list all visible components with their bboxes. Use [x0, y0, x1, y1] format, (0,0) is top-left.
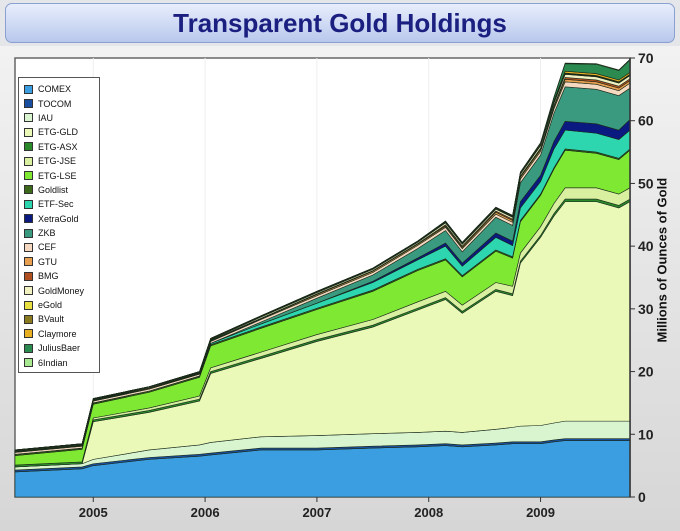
legend-swatch	[24, 84, 33, 94]
legend-item: 6Indian	[19, 355, 99, 369]
legend-swatch	[24, 113, 33, 123]
legend-item: COMEX	[19, 82, 99, 96]
legend-label: BMG	[38, 271, 59, 282]
x-tick-label: 2008	[414, 505, 443, 520]
x-tick-label: 2009	[526, 505, 555, 520]
legend-item: ZKB	[19, 226, 99, 240]
y-tick-label: 20	[638, 364, 654, 380]
legend-item: ETG-JSE	[19, 154, 99, 168]
y-tick-label: 60	[638, 113, 654, 129]
legend-item: BMG	[19, 269, 99, 283]
legend-swatch	[24, 185, 33, 195]
y-tick-label: 50	[638, 175, 654, 191]
legend-item: IAU	[19, 111, 99, 125]
legend-swatch	[24, 199, 33, 209]
legend-item: GTU	[19, 255, 99, 269]
x-tick-label: 2007	[302, 505, 331, 520]
legend-swatch	[24, 329, 33, 339]
legend-label: JuliusBaer	[38, 343, 81, 354]
legend-item: BVault	[19, 312, 99, 326]
legend-label: 6Indian	[38, 357, 68, 368]
legend-item: ETG-ASX	[19, 140, 99, 154]
legend-swatch	[24, 171, 33, 181]
legend-label: Goldlist	[38, 184, 69, 195]
legend-swatch	[24, 242, 33, 252]
y-tick-label: 70	[638, 50, 654, 66]
legend-item: Goldlist	[19, 183, 99, 197]
legend-swatch	[24, 343, 33, 353]
legend-item: Claymore	[19, 327, 99, 341]
legend-swatch	[24, 314, 33, 324]
legend-label: eGold	[38, 300, 63, 311]
legend-label: COMEX	[38, 84, 72, 95]
legend-item: eGold	[19, 298, 99, 312]
legend-item: ETG-LSE	[19, 168, 99, 182]
legend-item: GoldMoney	[19, 283, 99, 297]
x-tick-label: 2006	[191, 505, 220, 520]
legend-label: TOCOM	[38, 98, 72, 109]
y-tick-label: 40	[638, 238, 654, 254]
legend: COMEX TOCOM IAU ETG-GLD ETG-ASX ETG-JSE ETG-LS…	[18, 77, 100, 373]
title-banner: Transparent Gold Holdings	[5, 3, 675, 43]
legend-item: JuliusBaer	[19, 341, 99, 355]
legend-swatch	[24, 214, 33, 224]
legend-item: ETG-GLD	[19, 125, 99, 139]
legend-label: CEF	[38, 242, 56, 253]
legend-label: BVault	[38, 314, 64, 325]
legend-label: ZKB	[38, 228, 56, 239]
legend-label: ETG-ASX	[38, 141, 78, 152]
legend-item: XetraGold	[19, 212, 99, 226]
legend-label: ETF-Sec	[38, 199, 74, 210]
legend-swatch	[24, 286, 33, 296]
legend-swatch	[24, 156, 33, 166]
legend-swatch	[24, 142, 33, 152]
legend-item: CEF	[19, 240, 99, 254]
legend-label: ETG-JSE	[38, 156, 77, 167]
legend-label: GoldMoney	[38, 285, 85, 296]
legend-swatch	[24, 228, 33, 238]
legend-label: ETG-LSE	[38, 170, 77, 181]
legend-label: GTU	[38, 256, 57, 267]
y-tick-label: 10	[638, 426, 654, 442]
chart-title: Transparent Gold Holdings	[173, 8, 507, 38]
x-tick-label: 2005	[79, 505, 108, 520]
y-tick-label: 30	[638, 301, 654, 317]
y-tick-label: 0	[638, 489, 646, 505]
legend-label: IAU	[38, 112, 54, 123]
legend-label: XetraGold	[38, 213, 79, 224]
legend-item: ETF-Sec	[19, 197, 99, 211]
legend-swatch	[24, 271, 33, 281]
legend-swatch	[24, 300, 33, 310]
legend-swatch	[24, 358, 33, 368]
legend-swatch	[24, 99, 33, 109]
legend-item: TOCOM	[19, 96, 99, 110]
legend-swatch	[24, 127, 33, 137]
legend-label: ETG-GLD	[38, 127, 79, 138]
legend-swatch	[24, 257, 33, 267]
legend-label: Claymore	[38, 328, 77, 339]
y-axis-label: Millions of Ounces of Gold	[654, 177, 670, 343]
